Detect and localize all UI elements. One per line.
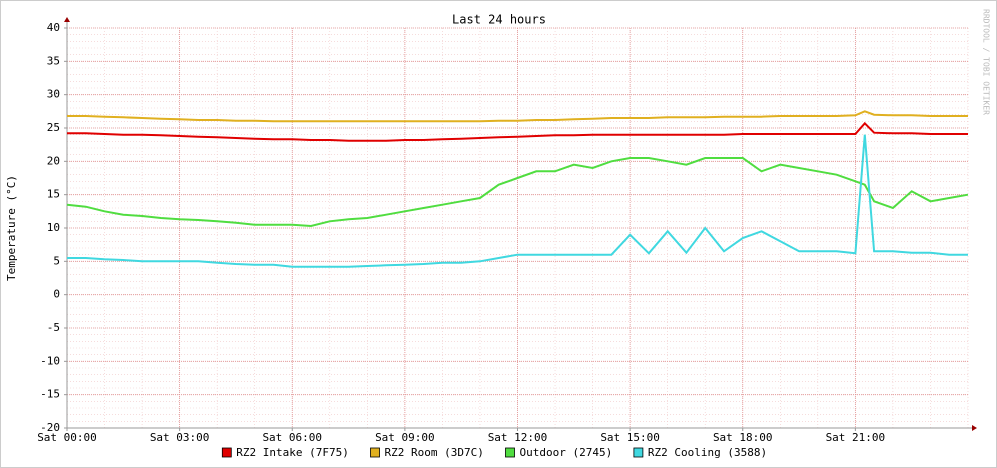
y-axis-label: Temperature (°C) — [5, 175, 18, 281]
axis-arrow — [64, 17, 70, 22]
y-tick-label: 25 — [47, 121, 60, 134]
x-tick-label: Sat 00:00 — [37, 431, 97, 444]
legend-label: Outdoor (2745) — [520, 446, 613, 459]
legend-label: RZ2 Room (3D7C) — [385, 446, 484, 459]
y-tick-label: 0 — [53, 288, 60, 301]
x-tick-label: Sat 06:00 — [262, 431, 322, 444]
y-tick-label: 15 — [47, 188, 60, 201]
y-tick-label: -5 — [47, 321, 60, 334]
legend-swatch — [505, 447, 515, 458]
x-tick-label: Sat 12:00 — [488, 431, 548, 444]
y-tick-label: 30 — [47, 88, 60, 101]
legend-label: RZ2 Cooling (3588) — [648, 446, 767, 459]
x-tick-label: Sat 21:00 — [826, 431, 886, 444]
legend-swatch — [370, 447, 380, 458]
series-line — [67, 134, 968, 268]
series-line — [66, 157, 969, 228]
y-tick-label: 10 — [47, 221, 60, 234]
y-tick-label: 20 — [47, 154, 60, 167]
y-tick-label: -10 — [40, 354, 60, 367]
y-tick-label: 35 — [47, 54, 60, 67]
legend-swatch — [633, 447, 644, 458]
x-tick-label: Sat 03:00 — [150, 431, 210, 444]
x-tick-label: Sat 09:00 — [375, 431, 435, 444]
y-tick-label: -20 — [40, 421, 60, 434]
legend-swatch — [221, 447, 232, 458]
series-line — [67, 110, 968, 123]
y-tick-label: 5 — [53, 254, 60, 267]
watermark: RRDTOOL / TOBI OETIKER — [982, 9, 991, 115]
axis-arrow — [972, 425, 977, 431]
x-tick-label: Sat 15:00 — [600, 431, 660, 444]
y-tick-label: 40 — [47, 21, 60, 34]
y-tick-label: -15 — [40, 388, 60, 401]
legend-label: RZ2 Intake (7F75) — [236, 446, 349, 459]
chart-title: Last 24 hours — [452, 13, 546, 27]
x-tick-label: Sat 18:00 — [713, 431, 773, 444]
series-line — [67, 121, 968, 142]
